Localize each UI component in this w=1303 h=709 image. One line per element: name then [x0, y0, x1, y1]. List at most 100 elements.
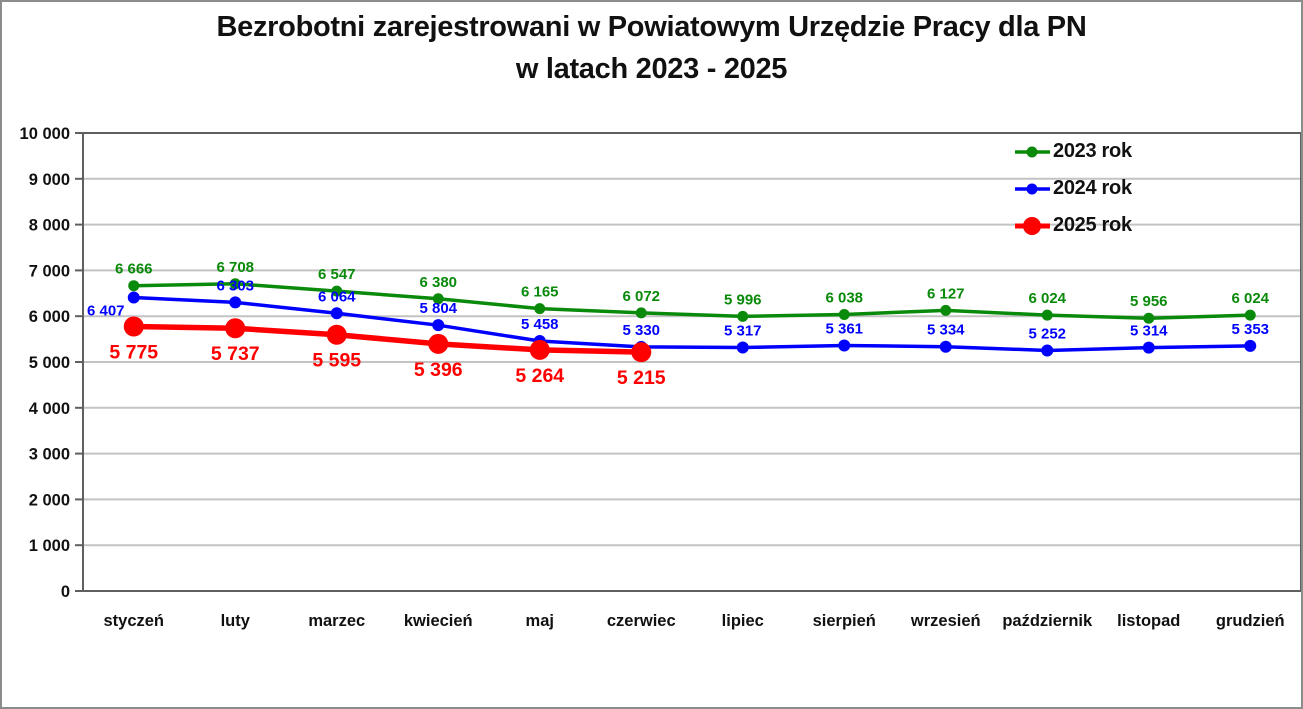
data-label-2025-rok: 5 396: [414, 359, 463, 381]
y-axis-label: 0: [61, 583, 70, 601]
data-label-2024-rok: 5 330: [622, 322, 660, 339]
y-axis-label: 10 000: [20, 125, 70, 143]
x-axis-label: marzec: [308, 612, 365, 630]
data-label-2023-rok: 6 072: [622, 288, 660, 305]
x-axis-label: grudzień: [1216, 612, 1285, 630]
data-label-2023-rok: 6 165: [521, 284, 559, 301]
x-axis-label: styczeń: [103, 612, 164, 630]
data-label-2024-rok: 6 064: [318, 288, 356, 305]
legend-item-2024: 2024 rok: [1014, 170, 1132, 207]
data-point-2024-rok: [939, 340, 952, 353]
y-axis-label: 7 000: [29, 262, 70, 280]
data-point-2023-rok: [1143, 312, 1155, 324]
data-point-2024-rok: [736, 341, 749, 354]
data-point-2023-rok: [331, 285, 343, 297]
x-axis-label: październik: [1002, 612, 1093, 630]
legend: 2023 rok 2024 rok 2025 rok: [1014, 133, 1132, 244]
y-axis-label: 3 000: [29, 446, 70, 464]
data-label-2023-rok: 5 996: [724, 291, 762, 308]
data-label-2024-rok: 6 303: [216, 277, 254, 294]
data-label-2024-rok: 5 334: [927, 322, 965, 339]
legend-label-2023: 2023 rok: [1053, 140, 1132, 162]
data-point-2023-rok: [737, 310, 749, 322]
y-axis-label: 2 000: [29, 491, 70, 509]
data-label-2024-rok: 5 458: [521, 316, 559, 333]
data-point-2025-rok: [225, 318, 246, 339]
legend-label-2024: 2024 rok: [1053, 177, 1132, 199]
data-point-2023-rok: [128, 280, 140, 292]
data-label-2023-rok: 6 708: [216, 259, 254, 276]
data-label-2025-rok: 5 215: [617, 367, 666, 389]
data-label-2024-rok: 5 804: [419, 300, 457, 317]
data-label-2024-rok: 5 361: [825, 320, 863, 337]
data-label-2023-rok: 6 038: [825, 289, 863, 306]
data-point-2023-rok: [534, 303, 546, 315]
data-point-2025-rok: [123, 316, 144, 337]
y-axis-label: 1 000: [29, 537, 70, 555]
y-axis-label: 4 000: [29, 400, 70, 418]
data-point-2025-rok: [631, 342, 652, 363]
legend-marker-2025: [1015, 216, 1050, 235]
chart-title-line2: w latach 2023 - 2025: [515, 53, 788, 85]
x-axis-label: maj: [526, 612, 554, 630]
data-label-2025-rok: 5 264: [515, 365, 564, 387]
x-axis-label: wrzesień: [910, 612, 981, 630]
data-point-2023-rok: [229, 278, 241, 290]
y-axis-label: 9 000: [29, 171, 70, 189]
legend-dot-2024: [1026, 183, 1038, 194]
chart-title: Bezrobotni zarejestrowani w Powiatowym U…: [2, 6, 1301, 90]
data-label-2024-rok: 5 317: [724, 322, 762, 339]
x-axis-label: czerwiec: [607, 612, 676, 630]
data-label-2025-rok: 5 595: [312, 350, 361, 372]
data-label-2023-rok: 6 666: [115, 261, 153, 278]
data-point-2023-rok: [1244, 309, 1256, 321]
data-label-2023-rok: 6 024: [1028, 290, 1066, 307]
x-axis-label: listopad: [1117, 612, 1180, 630]
series-line-2024-rok: [133, 295, 1251, 353]
legend-item-2023: 2023 rok: [1014, 133, 1132, 170]
series-line-2025-rok: [133, 323, 642, 355]
data-label-2024-rok: 5 252: [1028, 325, 1066, 342]
chart-title-line1: Bezrobotni zarejestrowani w Powiatowym U…: [216, 11, 1087, 43]
series-line-2023-rok: [133, 282, 1251, 320]
data-label-2023-rok: 6 127: [927, 285, 965, 302]
legend-dot-2023: [1026, 146, 1038, 157]
data-point-2024-rok: [229, 296, 242, 309]
data-point-2024-rok: [1041, 344, 1054, 357]
y-axis-label: 5 000: [29, 354, 70, 372]
data-point-2025-rok: [529, 339, 550, 360]
legend-label-2025: 2025 rok: [1053, 214, 1132, 236]
data-label-2024-rok: 6 407: [87, 303, 125, 320]
y-axis-label: 6 000: [29, 308, 70, 326]
data-label-2025-rok: 5 775: [109, 342, 158, 364]
data-label-2023-rok: 6 547: [318, 266, 356, 283]
legend-dot-2025: [1023, 216, 1041, 235]
data-label-2023-rok: 5 956: [1130, 293, 1168, 310]
data-point-2024-rok: [432, 319, 445, 332]
legend-marker-2023: [1015, 146, 1050, 157]
data-point-2025-rok: [326, 324, 347, 345]
data-point-2024-rok: [127, 291, 140, 304]
data-label-2024-rok: 5 314: [1130, 323, 1168, 340]
data-point-2024-rok: [1244, 339, 1257, 352]
data-label-2023-rok: 6 024: [1231, 290, 1269, 307]
legend-marker-2024: [1015, 183, 1050, 194]
data-point-2024-rok: [838, 339, 851, 352]
data-point-2023-rok: [940, 304, 952, 316]
data-label-2023-rok: 6 380: [419, 274, 457, 291]
x-axis-label: lipiec: [722, 612, 764, 630]
x-axis-label: luty: [221, 612, 251, 630]
legend-item-2025: 2025 rok: [1014, 207, 1132, 244]
data-point-2023-rok: [432, 293, 444, 305]
data-point-2023-rok: [838, 308, 850, 320]
data-point-2023-rok: [635, 307, 647, 319]
data-label-2025-rok: 5 737: [211, 343, 260, 365]
x-axis-label: kwiecień: [404, 612, 473, 630]
data-label-2024-rok: 5 353: [1231, 321, 1269, 338]
data-point-2024-rok: [330, 307, 343, 320]
x-axis-label: sierpień: [813, 612, 876, 630]
data-point-2024-rok: [1142, 341, 1155, 354]
data-point-2023-rok: [1041, 309, 1053, 321]
